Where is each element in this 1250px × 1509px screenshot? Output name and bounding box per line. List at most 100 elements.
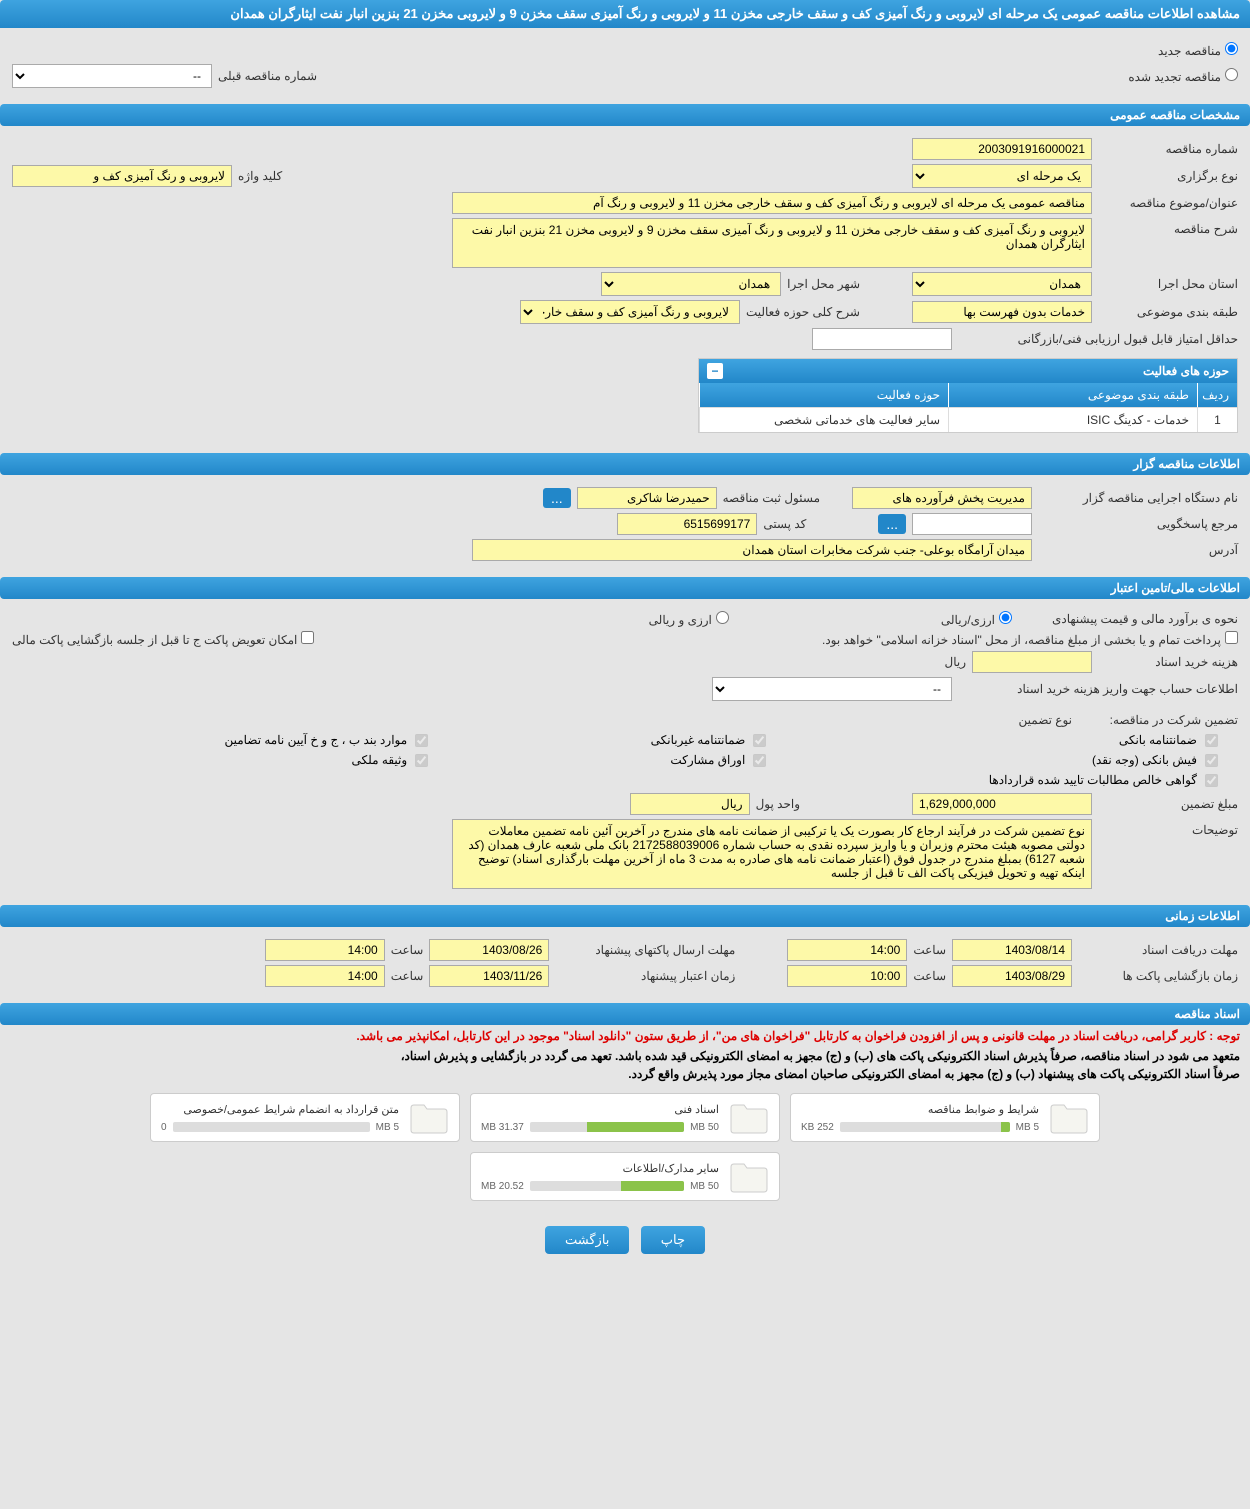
collapse-icon[interactable]: − (707, 363, 723, 379)
city-label: شهر محل اجرا (787, 277, 860, 291)
type-label: نوع برگزاری (1098, 169, 1238, 183)
credit-label: زمان اعتبار پیشنهاد (555, 969, 735, 983)
doc-title: سایر مدارک/اطلاعات (481, 1162, 719, 1175)
doc-card[interactable]: اسناد فنی 50 MB 31.37 MB (470, 1093, 780, 1142)
subject-field[interactable] (452, 192, 1092, 214)
activity-desc-label: شرح کلی حوزه فعالیت (746, 305, 860, 319)
reg-resp-field (577, 487, 717, 509)
tender-number-field (912, 138, 1092, 160)
min-score-field[interactable] (812, 328, 952, 350)
radio-new-tender[interactable]: مناقصه جدید (1158, 42, 1238, 58)
notes-label: توضیحات (1098, 819, 1238, 837)
keyword-field[interactable] (12, 165, 232, 187)
folder-icon (729, 1100, 769, 1135)
tender-number-label: شماره مناقصه (1098, 142, 1238, 156)
contact-label: مرجع پاسخگویی (1038, 517, 1238, 531)
doc-card[interactable]: شرایط و ضوابط مناقصه 5 MB 252 KB (790, 1093, 1100, 1142)
min-score-label: حداقل امتیاز قابل قبول ارزیابی فنی/بازرگ… (958, 332, 1238, 346)
more-button[interactable]: ... (543, 488, 571, 508)
note-2: صرفاً اسناد الکترونیکی پاکت های پیشنهاد … (0, 1065, 1250, 1083)
note-red: توجه : کاربر گرامی، دریافت اسناد در مهلت… (0, 1025, 1250, 1047)
exec-label: نام دستگاه اجرایی مناقصه گزار (1038, 491, 1238, 505)
doc-title: شرایط و ضوابط مناقصه (801, 1103, 1039, 1116)
checkbox-payment-note[interactable]: پرداخت تمام و یا بخشی از مبلغ مناقصه، از… (822, 631, 1238, 647)
unit-field (630, 793, 750, 815)
send-time (265, 939, 385, 961)
address-label: آدرس (1038, 543, 1238, 557)
cb-g6[interactable]: وثیقه ملکی (32, 753, 428, 767)
send-label: مهلت ارسال پاکتهای پیشنهاد (555, 943, 735, 957)
doc-card[interactable]: سایر مدارک/اطلاعات 50 MB 20.52 MB (470, 1152, 780, 1201)
guarantee-type-label: نوع تضمین (1019, 713, 1072, 727)
send-date (429, 939, 549, 961)
guarantee-label: تضمین شرکت در مناقصه: (1078, 713, 1238, 727)
cb-g3[interactable]: موارد بند ب ، ج و خ آیین نامه تضامین (32, 733, 428, 747)
cb-g1[interactable]: ضمانتنامه بانکی (796, 733, 1218, 747)
estimate-label: نحوه ی برآورد مالی و قیمت پیشنهادی (1018, 612, 1238, 626)
exec-field (852, 487, 1032, 509)
section-general: مشخصات مناقصه عمومی (0, 104, 1250, 126)
page-title: مشاهده اطلاعات مناقصه عمومی یک مرحله ای … (0, 0, 1250, 28)
reg-resp-label: مسئول ثبت مناقصه (723, 491, 820, 505)
amount-field (912, 793, 1092, 815)
cb-g7[interactable]: گواهی خالص مطالبات تایید شده قراردادها (796, 773, 1218, 787)
credit-date (429, 965, 549, 987)
cb-g4[interactable]: فیش بانکی (وجه نقد) (796, 753, 1218, 767)
note-1: متعهد می شود در اسناد مناقصه، صرفاً پذیر… (0, 1047, 1250, 1065)
activity-table-title: حوزه های فعالیت (1143, 364, 1229, 378)
col-cat: طبقه بندی موضوعی (948, 383, 1197, 407)
receive-date (952, 939, 1072, 961)
postal-field (617, 513, 757, 535)
notes-field[interactable]: نوع تضمین شرکت در فرآیند ارجاع کار بصورت… (452, 819, 1092, 889)
amount-label: مبلغ تضمین (1098, 797, 1238, 811)
contact-field[interactable] (912, 513, 1032, 535)
type-select[interactable]: یک مرحله ای (912, 164, 1092, 188)
doc-cost-label: هزینه خرید اسناد (1098, 655, 1238, 669)
category-label: طبقه بندی موضوعی (1098, 305, 1238, 319)
col-act: حوزه فعالیت (699, 383, 948, 407)
doc-card[interactable]: متن قرارداد به انضمام شرایط عمومی/خصوصی … (150, 1093, 460, 1142)
open-time (787, 965, 907, 987)
prev-number-select[interactable]: -- (12, 64, 212, 88)
section-documents: اسناد مناقصه (0, 1003, 1250, 1025)
open-date (952, 965, 1072, 987)
category-field (912, 301, 1092, 323)
open-label: زمان بازگشایی پاکت ها (1078, 969, 1238, 983)
keyword-label: کلید واژه (238, 169, 282, 183)
account-select[interactable]: -- (712, 677, 952, 701)
section-timing: اطلاعات زمانی (0, 905, 1250, 927)
cb-g5[interactable]: اوراق مشارکت (458, 753, 766, 767)
subject-label: عنوان/موضوع مناقصه (1098, 196, 1238, 210)
prev-number-label: شماره مناقصه قبلی (218, 69, 317, 83)
back-button[interactable]: بازگشت (545, 1226, 629, 1254)
table-row: 1 خدمات - کدینگ ISIC سایر فعالیت های خدم… (699, 407, 1237, 432)
activity-desc-select[interactable]: لایروبی و رنگ آمیزی کف و سقف خارجی مخزن … (520, 300, 740, 324)
radio-renewed-tender[interactable]: مناقصه تجدید شده (1128, 68, 1238, 84)
cb-g2[interactable]: ضمانتنامه غیربانکی (458, 733, 766, 747)
desc-label: شرح مناقصه (1098, 218, 1238, 236)
address-field[interactable] (472, 539, 1032, 561)
desc-field[interactable]: لایروبی و رنگ آمیزی کف و سقف خارجی مخزن … (452, 218, 1092, 268)
radio-rial[interactable]: ارزی/ریالی (941, 611, 1012, 627)
checkbox-swap[interactable]: امکان تعویض پاکت ج تا قبل از جلسه بازگشا… (12, 631, 314, 647)
doc-cost-field[interactable] (972, 651, 1092, 673)
activity-table: حوزه های فعالیت − ردیف طبقه بندی موضوعی … (698, 358, 1238, 433)
account-label: اطلاعات حساب جهت واریز هزینه خرید اسناد (958, 682, 1238, 696)
doc-title: اسناد فنی (481, 1103, 719, 1116)
city-select[interactable]: همدان (601, 272, 781, 296)
rial-label: ریال (944, 655, 966, 669)
radio-foreign[interactable]: ارزی و ریالی (649, 611, 729, 627)
receive-time (787, 939, 907, 961)
province-select[interactable]: همدان (912, 272, 1092, 296)
unit-label: واحد پول (756, 797, 800, 811)
contact-more-button[interactable]: ... (878, 514, 906, 534)
province-label: استان محل اجرا (1098, 277, 1238, 291)
print-button[interactable]: چاپ (641, 1226, 705, 1254)
receive-label: مهلت دریافت اسناد (1078, 943, 1238, 957)
folder-icon (729, 1159, 769, 1194)
credit-time (265, 965, 385, 987)
doc-title: متن قرارداد به انضمام شرایط عمومی/خصوصی (161, 1103, 399, 1116)
folder-icon (1049, 1100, 1089, 1135)
section-financial: اطلاعات مالی/تامین اعتبار (0, 577, 1250, 599)
col-idx: ردیف (1197, 383, 1237, 407)
